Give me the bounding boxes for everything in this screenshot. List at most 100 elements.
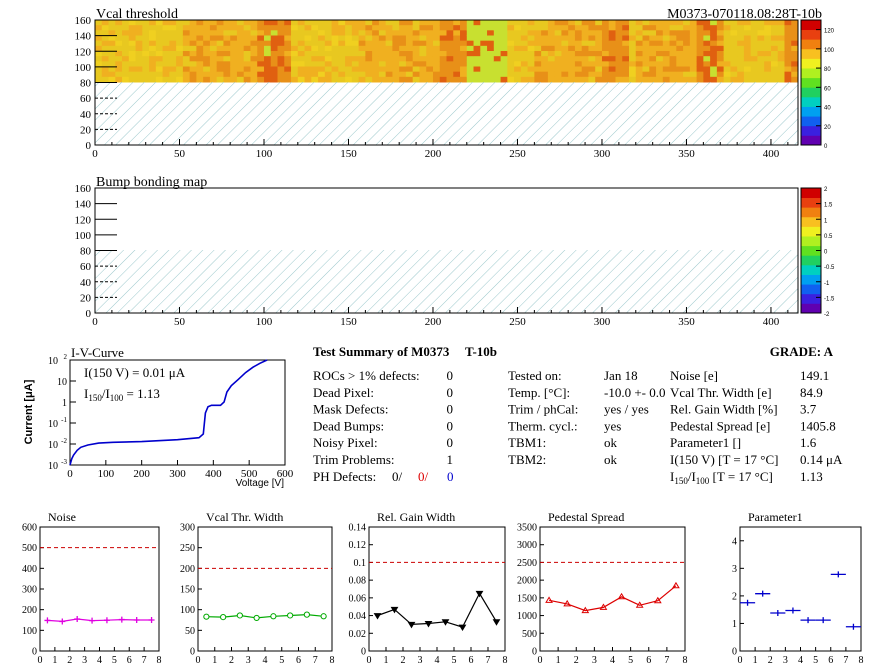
colorbar-band bbox=[801, 260, 821, 266]
vcal-heatmap-cell bbox=[777, 35, 785, 42]
vcal-heatmap-cell bbox=[473, 51, 481, 57]
vcal-heatmap-cell bbox=[574, 71, 583, 78]
vcal-heatmap-cell bbox=[601, 25, 610, 31]
vcal-heatmap-cell bbox=[338, 76, 346, 83]
roc-data-point bbox=[617, 592, 626, 600]
colorbar-band bbox=[801, 24, 821, 31]
vcal-heatmap-cell bbox=[432, 25, 441, 31]
vcal-heatmap-cell bbox=[716, 66, 725, 73]
vcal-heatmap-cell bbox=[250, 51, 258, 57]
vcal-heatmap-cell bbox=[284, 51, 292, 57]
vcal-heatmap-cell bbox=[493, 20, 502, 26]
vcal-heatmap-cell bbox=[541, 66, 549, 73]
vcal-heatmap-cell bbox=[649, 45, 657, 52]
roc-x-tick-label: 6 bbox=[646, 655, 651, 666]
vcal-heatmap-cell bbox=[615, 30, 623, 36]
vcal-heatmap-cell bbox=[291, 51, 299, 57]
result-row-value: 1.13 bbox=[800, 469, 823, 484]
vcal-heatmap-cell bbox=[101, 25, 110, 31]
vcal-heatmap-cell bbox=[480, 20, 488, 26]
vcal-heatmap-cell bbox=[757, 51, 765, 57]
vcal-heatmap-cell bbox=[446, 30, 454, 36]
vcal-heatmap-cell bbox=[642, 30, 650, 36]
vcal-heatmap-cell bbox=[595, 61, 603, 67]
vcal-heatmap-cell bbox=[730, 71, 738, 78]
roc-data-point bbox=[845, 623, 861, 630]
vcal-heatmap-cell bbox=[689, 71, 698, 78]
vcal-heatmap-cell bbox=[426, 76, 434, 83]
vcal-heatmap-cell bbox=[703, 35, 711, 42]
vcal-heatmap-cell bbox=[764, 76, 772, 83]
vcal-heatmap-cell bbox=[169, 40, 177, 47]
colorbar-band bbox=[801, 284, 821, 290]
vcal-heatmap-cell bbox=[203, 25, 211, 31]
vcal-heatmap-cell bbox=[514, 20, 522, 26]
vcal-heatmap-cell bbox=[169, 30, 177, 36]
vcal-heatmap-cell bbox=[203, 20, 211, 26]
vcal-heatmap-cell bbox=[453, 20, 461, 26]
vcal-heatmap-cell bbox=[365, 40, 373, 47]
vcal-heatmap-cell bbox=[304, 66, 312, 73]
roc-x-tick-label: 6 bbox=[828, 655, 833, 666]
vcal-heatmap-cell bbox=[311, 66, 319, 73]
iv-y-tick-exponent: 2 bbox=[64, 353, 68, 361]
roc-data-point bbox=[59, 618, 66, 625]
vcal-heatmap-cell bbox=[595, 35, 603, 42]
vcal-heatmap-cell bbox=[656, 25, 664, 31]
vcal-heatmap-cell bbox=[723, 25, 731, 31]
vcal-heatmap-cell bbox=[263, 66, 272, 73]
roc-y-tick-label: 150 bbox=[180, 585, 195, 596]
vcal-heatmap-cell bbox=[446, 76, 454, 83]
vcal-heatmap-cell bbox=[750, 76, 758, 83]
vcal-heatmap-cell bbox=[487, 51, 495, 57]
vcal-heatmap-cell bbox=[473, 35, 481, 42]
vcal-heatmap-cell bbox=[527, 71, 535, 78]
vcal-heatmap-cell bbox=[250, 30, 258, 36]
vcal-heatmap-cell bbox=[122, 35, 130, 42]
vcal-heatmap-cell bbox=[426, 35, 434, 42]
vcal-heatmap-cell bbox=[270, 20, 279, 26]
vcal-heatmap-cell bbox=[399, 20, 407, 26]
vcal-heatmap-cell bbox=[439, 76, 447, 83]
vcal-heatmap-cell bbox=[574, 61, 583, 67]
vcal-heatmap-cell bbox=[777, 25, 785, 31]
vcal-heatmap-cell bbox=[122, 66, 130, 73]
vcal-heatmap-cell bbox=[216, 76, 224, 83]
vcal-heatmap-cell bbox=[554, 30, 562, 36]
vcal-heatmap-cell bbox=[115, 25, 123, 31]
vcal-heatmap-cell bbox=[155, 51, 164, 57]
vcal-heatmap-cell bbox=[263, 30, 272, 36]
vcal-heatmap-cell bbox=[446, 35, 454, 42]
vcal-heatmap-cell bbox=[500, 76, 508, 83]
vcal-heatmap-cell bbox=[358, 40, 366, 47]
roc-plot-frame bbox=[739, 526, 862, 652]
roc-x-tick-label: 3 bbox=[246, 655, 251, 666]
colorbar-band bbox=[801, 125, 821, 131]
vcal-heatmap-cell bbox=[284, 56, 292, 62]
vcal-heatmap-cell bbox=[601, 20, 610, 26]
roc-data-point bbox=[830, 571, 846, 578]
vcal-heatmap-cell bbox=[574, 25, 583, 31]
vcal-heatmap-cell bbox=[324, 56, 333, 62]
vcal-heatmap-cell bbox=[608, 25, 616, 31]
vcal-heatmap-cell bbox=[243, 51, 251, 57]
colorbar-band bbox=[801, 53, 821, 59]
vcal-heatmap-cell bbox=[683, 61, 691, 67]
vcal-heatmap-cell bbox=[689, 56, 698, 62]
vcal-heatmap-cell bbox=[527, 20, 535, 26]
colorbar-band bbox=[801, 92, 821, 98]
vcal-heatmap-cell bbox=[243, 30, 251, 36]
colorbar-tick-label: -0.5 bbox=[824, 265, 835, 271]
vcal-heatmap-cell bbox=[189, 40, 197, 47]
vcal-heatmap-cell bbox=[453, 66, 461, 73]
defect-row-label: Dead Pixel: bbox=[313, 385, 374, 400]
vcal-heatmap-cell bbox=[574, 35, 583, 42]
vcal-heatmap-cell bbox=[304, 61, 312, 67]
vcal-heatmap-cell bbox=[149, 56, 157, 62]
iv-curve-title: I-V-Curve bbox=[71, 345, 124, 360]
vcal-heatmap-cell bbox=[101, 40, 110, 47]
vcal-heatmap-cell bbox=[122, 25, 130, 31]
vcal-heatmap-cell bbox=[487, 56, 495, 62]
